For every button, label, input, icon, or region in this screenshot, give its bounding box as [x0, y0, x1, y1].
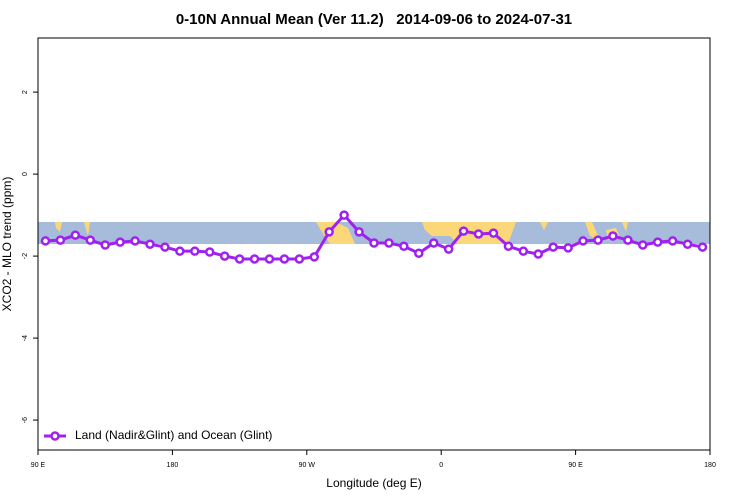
- point: [563, 243, 573, 253]
- point: [55, 235, 66, 245]
- point: [458, 226, 469, 236]
- x-tick-label: 180: [167, 462, 179, 469]
- point: [369, 238, 379, 248]
- legend-label: Land (Nadir&Glint) and Ocean (Glint): [75, 428, 272, 442]
- x-tick-label: 0: [439, 462, 443, 469]
- point: [652, 237, 663, 247]
- point: [697, 242, 708, 252]
- point: [384, 238, 394, 248]
- point: [145, 239, 155, 249]
- point: [354, 227, 364, 237]
- point: [70, 230, 81, 240]
- point: [682, 239, 693, 249]
- point: [249, 254, 260, 264]
- point: [160, 242, 170, 252]
- y-tick-label: 2: [22, 90, 29, 94]
- point: [175, 246, 185, 256]
- y-tick-label: -6: [22, 417, 29, 423]
- x-axis-label: Longitude (deg E): [326, 476, 421, 490]
- point: [638, 240, 648, 250]
- y-tick-label: 0: [22, 172, 29, 176]
- point: [488, 228, 499, 238]
- x-tick-label: 180: [704, 462, 716, 469]
- point: [518, 246, 529, 256]
- point: [130, 236, 140, 246]
- point: [593, 235, 603, 245]
- point: [309, 252, 320, 262]
- y-axis-label: XCO2 - MLO trend (ppm): [0, 177, 14, 312]
- point: [608, 231, 618, 241]
- point: [428, 238, 439, 248]
- point: [294, 254, 305, 264]
- point: [324, 227, 334, 237]
- y-tick-label: -2: [22, 253, 29, 259]
- point: [548, 242, 558, 252]
- point: [339, 210, 349, 220]
- point: [40, 236, 51, 246]
- point: [190, 246, 200, 256]
- point: [234, 254, 245, 264]
- point: [667, 236, 678, 246]
- x-tick-label: 90 W: [299, 462, 316, 469]
- point: [279, 254, 290, 264]
- point: [578, 236, 588, 246]
- point: [443, 244, 454, 254]
- x-tick-label: 90 E: [31, 462, 46, 469]
- point: [623, 235, 633, 245]
- legend-marker: [50, 431, 60, 441]
- point: [399, 241, 409, 252]
- point: [503, 241, 514, 252]
- point: [85, 235, 96, 245]
- point: [219, 251, 230, 261]
- point: [414, 248, 424, 258]
- chart-title: 0-10N Annual Mean (Ver 11.2) 2014-09-06 …: [176, 11, 572, 28]
- point: [115, 237, 125, 247]
- x-tick-label: 90 E: [568, 462, 583, 469]
- plot-frame: [37, 37, 711, 451]
- point: [533, 249, 544, 259]
- point: [204, 247, 215, 257]
- y-tick-label: -4: [22, 335, 29, 341]
- point: [264, 254, 275, 264]
- point: [100, 240, 110, 250]
- point: [473, 229, 484, 239]
